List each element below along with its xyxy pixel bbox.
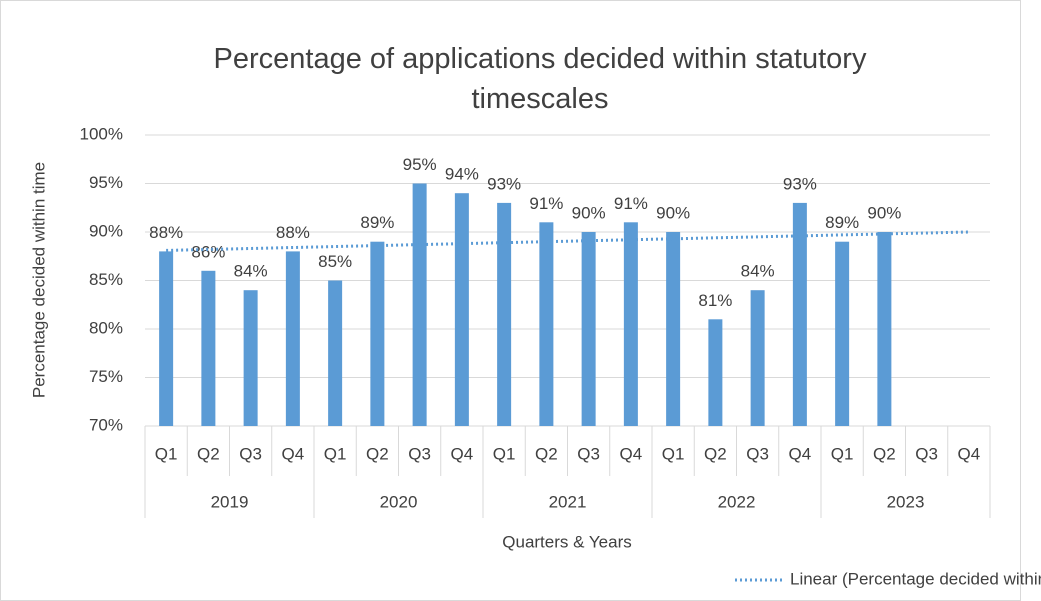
x-axis-title: Quarters & Years	[502, 532, 631, 551]
y-tick-label: 80%	[89, 318, 123, 337]
group-label: 2019	[211, 492, 249, 511]
data-label: 89%	[825, 213, 859, 232]
x-tick-label: Q1	[662, 444, 685, 463]
group-label: 2021	[549, 492, 587, 511]
x-tick-label: Q4	[282, 444, 305, 463]
bar	[285, 251, 300, 426]
y-axis-title: Percentage decided within time	[29, 162, 48, 398]
data-label: 84%	[234, 262, 268, 281]
data-label: 88%	[149, 223, 183, 242]
data-label: 85%	[318, 252, 352, 271]
bar	[497, 202, 512, 426]
data-label: 84%	[741, 262, 775, 281]
bar	[328, 280, 343, 426]
x-tick-label: Q2	[535, 444, 558, 463]
y-tick-label: 75%	[89, 367, 123, 386]
bar	[623, 222, 638, 426]
bar	[581, 232, 596, 426]
bar	[243, 290, 258, 426]
x-tick-label: Q1	[493, 444, 516, 463]
data-label: 93%	[487, 174, 521, 193]
data-label: 91%	[614, 194, 648, 213]
bar	[454, 193, 469, 426]
bar	[708, 319, 723, 426]
y-tick-label: 95%	[89, 173, 123, 192]
data-label: 81%	[698, 291, 732, 310]
x-tick-label: Q3	[915, 444, 938, 463]
legend-label: Linear (Percentage decided within time)	[790, 569, 1041, 588]
x-tick-label: Q2	[366, 444, 389, 463]
x-tick-label: Q4	[958, 444, 981, 463]
y-tick-label: 85%	[89, 270, 123, 289]
trendline	[166, 230, 969, 252]
data-label: 91%	[529, 194, 563, 213]
data-label: 89%	[360, 213, 394, 232]
data-label: 86%	[191, 242, 225, 261]
x-tick-label: Q3	[746, 444, 769, 463]
bar	[370, 241, 385, 426]
data-label: 95%	[403, 155, 437, 174]
x-tick-label: Q4	[789, 444, 812, 463]
bar	[666, 232, 681, 426]
data-label: 93%	[783, 174, 817, 193]
data-label: 88%	[276, 223, 310, 242]
bar	[412, 183, 427, 426]
bar	[539, 222, 554, 426]
x-tick-label: Q2	[873, 444, 896, 463]
group-label: 2022	[718, 492, 756, 511]
data-label: 94%	[445, 165, 479, 184]
x-tick-label: Q3	[239, 444, 262, 463]
data-label: 90%	[656, 203, 690, 222]
group-label: 2020	[380, 492, 418, 511]
chart-title: Percentage of applications decided withi…	[214, 43, 867, 115]
group-label: 2023	[887, 492, 925, 511]
x-tick-label: Q1	[831, 444, 854, 463]
bar	[750, 290, 765, 426]
y-tick-label: 100%	[80, 124, 123, 143]
x-tick-label: Q1	[324, 444, 347, 463]
bar	[792, 202, 807, 426]
x-tick-label: Q3	[408, 444, 431, 463]
x-tick-label: Q3	[577, 444, 600, 463]
x-tick-label: Q4	[451, 444, 474, 463]
y-tick-label: 90%	[89, 221, 123, 240]
x-tick-label: Q4	[620, 444, 643, 463]
x-tick-label: Q2	[704, 444, 727, 463]
x-tick-label: Q2	[197, 444, 220, 463]
data-label: 90%	[867, 203, 901, 222]
bar	[877, 232, 892, 426]
bar	[201, 270, 216, 426]
x-tick-label: Q1	[155, 444, 178, 463]
bar	[835, 241, 850, 426]
data-label: 90%	[572, 203, 606, 222]
y-tick-label: 70%	[89, 415, 123, 434]
bar	[159, 251, 174, 426]
